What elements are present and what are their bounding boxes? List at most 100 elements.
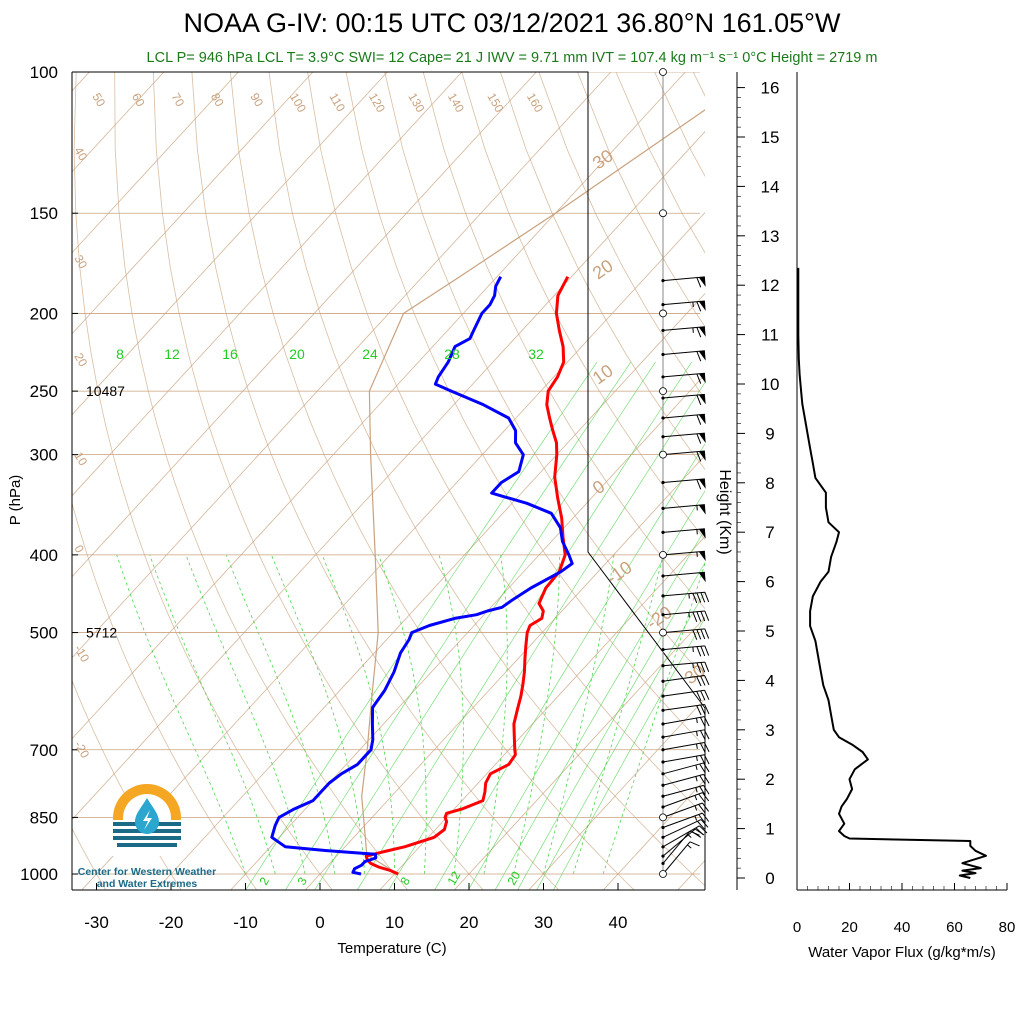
dry-adiabat-line [654,72,705,177]
wind-barb [661,372,706,384]
dry-adiabat-line [422,72,705,610]
isotherm-left-label: -10 [71,643,92,665]
wind-point [661,435,665,439]
wind-barb-staff [662,432,705,438]
wind-barb-full [699,775,706,785]
isotherm-line [72,72,239,254]
dry-adiabat-line [925,72,1024,891]
wind-barb-full [704,610,710,621]
wind-point [661,375,665,379]
wind-barb-full [700,629,706,640]
wind-point [661,835,665,839]
skewt-frame [72,71,706,890]
wind-barb-full [703,754,710,765]
dry-adiabat-line [809,72,1024,891]
flux-tick-label: 60 [946,919,963,936]
wind-barb-flag [698,326,706,337]
wind-barb-full [696,629,702,640]
wind-barb-full [692,611,698,622]
theta-label: 10 [589,360,617,388]
wind-point [661,416,665,420]
parcel-line [361,109,705,875]
wind-barb-full [696,611,702,622]
mixing-ratio-top-label: 16 [222,346,238,362]
height-tick-label: 6 [765,573,774,592]
height-axis-label: Height (Km) [716,469,733,554]
wind-barb-staff [662,716,705,725]
dry-adiabat-line [307,72,705,817]
dry-adiabat-line [152,72,484,890]
wind-barb-staff [662,784,704,797]
isotherm-top-label: 90 [247,91,266,110]
height-tick-label: 2 [765,770,774,789]
pressure-tick-label: 1000 [20,865,58,884]
wind-barb-full [699,730,706,741]
wind-barb-full [699,717,706,727]
flux-tick-label: 40 [894,919,911,936]
temperature-tick-label: 10 [385,913,404,932]
height-tick-label: 15 [761,128,780,147]
flux-tick-label: 0 [793,919,801,936]
wind-barb-full [689,841,700,847]
wind-point [661,854,665,858]
wind-barb-staff [662,350,705,355]
wind-barb [661,784,710,798]
theta-label: 30 [589,145,617,173]
temperature-tick-label: -30 [84,913,109,932]
wind-barb [661,812,710,830]
temperature-tick-label: 30 [534,913,553,932]
wind-barb-full [692,593,698,604]
wind-barb-staff [662,528,705,533]
mixing-ratio-bottom-label: 2 [256,874,272,887]
chart-title: NOAA G-IV: 00:15 UTC 03/12/2021 36.80°N … [183,8,841,38]
wind-barb-full [702,802,710,812]
wind-barb-half [695,764,698,770]
wind-barb-staff [662,300,705,306]
moist-adiabat-line [572,554,664,875]
isotherm-top-label: 160 [524,91,546,116]
wind-barb [661,432,706,444]
wind-barb-staff [662,326,705,331]
mixing-ratio-top-label: 20 [289,346,305,362]
isotherm-left-label: 0 [71,543,87,556]
flux-line [797,267,987,879]
wind-barb [661,450,706,462]
wind-barb-full [696,277,702,288]
isotherm-line [72,131,705,821]
wind-barb-flag [698,450,706,461]
wind-point [661,647,665,652]
isotherm-top-label: 50 [89,91,108,110]
wind-barb-full [700,675,706,686]
wind-barb-staff [662,819,702,838]
wind-barb-full [700,704,706,715]
wind-barb-full [703,742,710,753]
isotherm-left-label: 40 [71,145,90,164]
skewt-profiles [270,109,705,876]
wind-barb-flag [698,504,706,515]
wind-barb [661,773,710,787]
dry-adiabat-line [847,72,1024,891]
wind-barb-flag [698,478,706,489]
wind-barb-full [700,819,709,828]
mixing-ratio-line [536,591,705,890]
wind-barb-flag [698,572,706,583]
chart-subtitle: LCL P= 946 hPa LCL T= 3.9°C SWI= 12 Cape… [146,50,878,66]
wind-barb-full [702,812,710,822]
isotherm-left-label: 10 [71,450,90,469]
pressure-tick-label: 850 [30,808,58,827]
wind-barb-full [704,645,710,656]
wind-point [661,794,665,798]
wind-barb-full [696,414,702,425]
wind-barb-staff [662,372,705,378]
wind-barb-full [696,691,702,702]
wind-barb-full [696,351,702,362]
wind-barb-staff [662,674,705,682]
isotherm-line [602,778,705,890]
theta-label: 20 [589,255,617,283]
pressure-tick-label: 150 [30,204,58,223]
wind-barb-half [695,787,698,793]
wind-barb [661,703,710,716]
wind-barb-staff [662,478,705,484]
cw3e-logo [111,784,183,856]
